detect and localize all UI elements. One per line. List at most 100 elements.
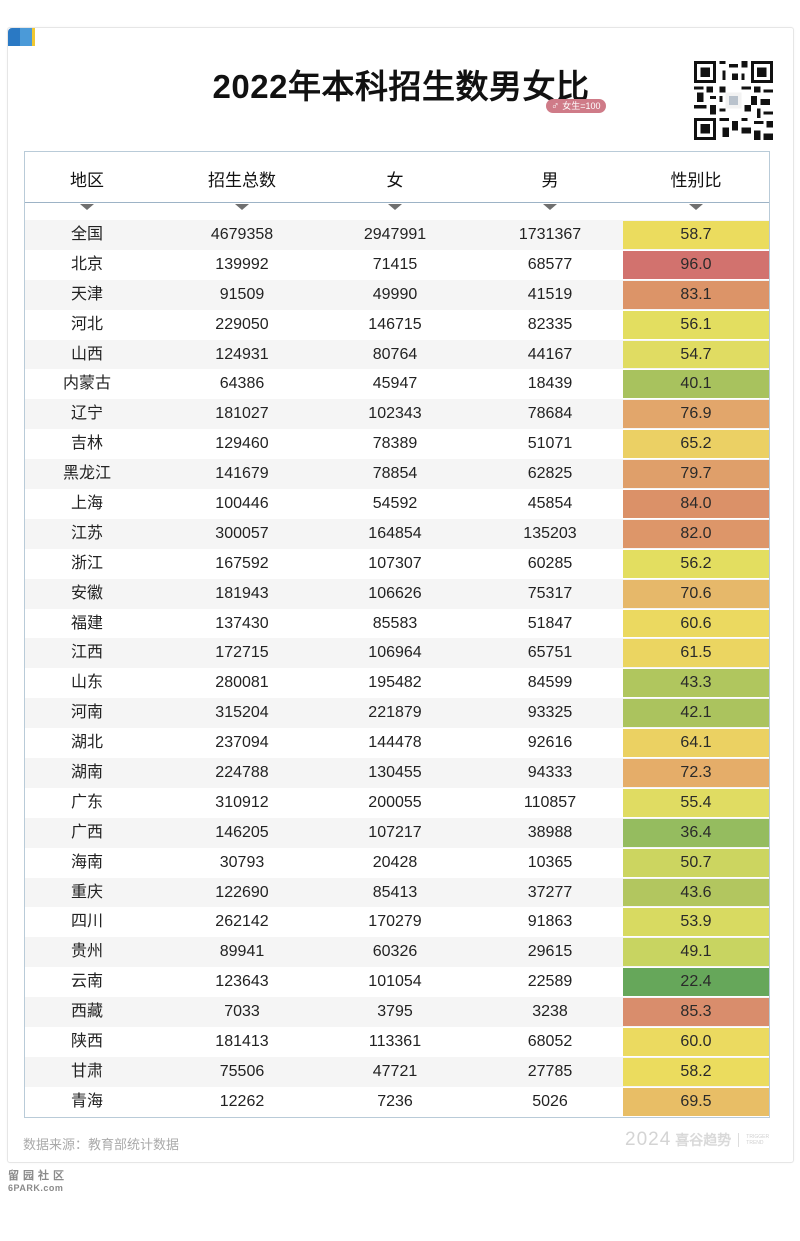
cell-female: 20428	[372, 853, 418, 871]
cell-total: 100446	[215, 495, 269, 513]
cell-total: 91509	[219, 285, 265, 303]
brand-english: TRIGGER TREND	[746, 1134, 770, 1146]
cell-female: 78389	[372, 435, 418, 453]
table-row: 北京 139992 71415 68577 96.0	[25, 250, 769, 280]
cell-total: 237094	[215, 734, 269, 752]
cell-sex-ratio: 43.3	[623, 669, 769, 698]
cell-female: 221879	[368, 704, 422, 722]
male-symbol-icon: ♂	[551, 100, 560, 112]
cell-sex-ratio: 53.9	[623, 908, 769, 937]
cell-total: 181027	[215, 405, 269, 423]
cell-total: 137430	[215, 614, 269, 632]
cell-female: 78854	[372, 465, 418, 483]
table-row: 黑龙江 141679 78854 62825 79.7	[25, 459, 769, 490]
cell-total: 310912	[215, 793, 269, 811]
header-male: 男	[541, 171, 559, 190]
cell-female: 85583	[372, 614, 418, 632]
brand-logo: 2024 喜谷趋势 TRIGGER TREND	[625, 1129, 769, 1151]
cell-sex-ratio: 56.2	[623, 549, 769, 578]
cell-sex-ratio: 60.6	[623, 609, 769, 638]
cell-male: 78684	[527, 405, 573, 423]
cell-sex-ratio: 60.0	[623, 1028, 769, 1056]
corner-tag-decoration	[8, 28, 35, 46]
data-table: 地区 招生总数 女 男 性别比 全国 4679358 2947991 1731367 5…	[24, 151, 770, 1118]
table-row: 江苏 300057 164854 135203 82.0	[25, 518, 769, 549]
cell-region: 湖北	[70, 734, 104, 752]
table-row: 西藏 7033 3795 3238 85.3	[25, 997, 769, 1028]
cell-region: 吉林	[70, 435, 104, 453]
cell-sex-ratio: 49.1	[623, 938, 769, 967]
cell-total: 12262	[219, 1092, 265, 1110]
cell-female: 2947991	[363, 226, 427, 243]
cell-female: 54592	[372, 495, 418, 513]
table-row: 山西 124931 80764 44167 54.7	[25, 339, 769, 370]
table-row: 陕西 181413 113361 68052 60.0	[25, 1027, 769, 1057]
table-row: 吉林 129460 78389 51071 65.2	[25, 429, 769, 459]
cell-female: 106626	[368, 584, 422, 602]
cell-sex-ratio: 70.6	[623, 579, 769, 608]
cell-region: 北京	[70, 255, 104, 273]
cell-sex-ratio: 69.5	[623, 1087, 769, 1116]
qr-code-icon	[694, 61, 773, 140]
infographic-card: 2022年本科招生数男女比 ♂ 女生=100	[7, 27, 794, 1163]
cell-sex-ratio: 79.7	[623, 460, 769, 489]
table-row: 河南 315204 221879 93325 42.1	[25, 698, 769, 729]
cell-sex-ratio: 40.1	[623, 370, 769, 399]
cell-region: 黑龙江	[62, 465, 112, 483]
cell-region: 重庆	[70, 883, 104, 901]
table-row: 广西 146205 107217 38988 36.4	[25, 817, 769, 848]
page-title: 2022年本科招生数男女比	[212, 68, 590, 105]
cell-total: 129460	[215, 435, 269, 453]
sort-triangle-icon	[80, 204, 94, 210]
cell-region: 四川	[70, 913, 104, 931]
cell-female: 164854	[368, 524, 422, 542]
cell-female: 47721	[372, 1062, 418, 1080]
cell-male: 27785	[527, 1062, 573, 1080]
table-row: 湖南 224788 130455 94333 72.3	[25, 758, 769, 788]
cell-female: 107217	[368, 823, 422, 841]
brand-name: 喜谷趋势	[675, 1132, 732, 1148]
table-body: 全国 4679358 2947991 1731367 58.7 北京 139992 71415…	[25, 220, 769, 1117]
cell-sex-ratio: 85.3	[623, 998, 769, 1027]
site-watermark: 留园社区 6PARK.com	[8, 1167, 68, 1193]
table-row: 山东 280081 195482 84599 43.3	[25, 668, 769, 698]
cell-male: 94333	[527, 764, 573, 782]
header-region: 地区	[70, 171, 104, 190]
cell-total: 280081	[215, 674, 269, 692]
cell-male: 65751	[527, 644, 573, 662]
cell-sex-ratio: 43.6	[623, 878, 769, 907]
brand-divider	[738, 1133, 740, 1147]
table-row: 贵州 89941 60326 29615 49.1	[25, 937, 769, 968]
cell-male: 44167	[527, 345, 573, 363]
cell-region: 山西	[70, 345, 104, 363]
cell-region: 陕西	[70, 1033, 104, 1051]
cell-female: 7236	[377, 1092, 413, 1110]
watermark-en: 6PARK.com	[8, 1183, 64, 1193]
cell-region: 海南	[70, 853, 104, 871]
cell-region: 安徽	[70, 584, 104, 602]
cell-region: 天津	[70, 285, 104, 303]
cell-female: 102343	[368, 405, 422, 423]
cell-male: 51847	[527, 614, 573, 632]
cell-male: 93325	[527, 704, 573, 722]
cell-total: 181413	[215, 1033, 269, 1051]
data-source-note: 数据来源：教育部统计数据	[23, 1137, 180, 1152]
watermark-cn: 留园社区	[8, 1170, 68, 1182]
cell-female: 45947	[372, 375, 418, 393]
cell-female: 107307	[368, 554, 422, 572]
cell-male: 1731367	[518, 226, 582, 243]
cell-total: 123643	[215, 973, 269, 991]
legend-badge: ♂ 女生=100	[546, 99, 606, 113]
cell-total: 172715	[215, 644, 269, 662]
cell-region: 广东	[70, 793, 104, 811]
cell-sex-ratio: 50.7	[623, 848, 769, 877]
table-row: 辽宁 181027 102343 78684 76.9	[25, 399, 769, 430]
cell-female: 144478	[368, 734, 422, 752]
table-row: 江西 172715 106964 65751 61.5	[25, 638, 769, 669]
cell-region: 内蒙古	[62, 375, 112, 393]
cell-sex-ratio: 65.2	[623, 430, 769, 459]
table-row: 重庆 122690 85413 37277 43.6	[25, 877, 769, 908]
cell-region: 辽宁	[70, 405, 104, 423]
cell-male: 51071	[527, 435, 573, 453]
cell-region: 浙江	[70, 554, 104, 572]
